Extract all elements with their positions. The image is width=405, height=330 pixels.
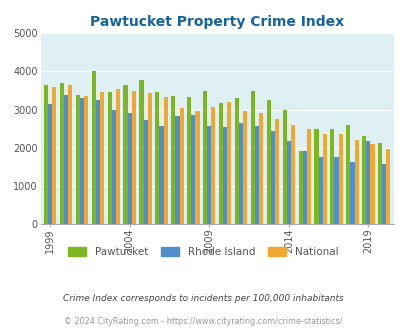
Bar [290,125,294,224]
Bar [115,89,120,224]
Bar [68,85,72,224]
Bar [318,157,322,224]
Bar [159,126,163,224]
Bar [207,126,211,224]
Bar [92,71,96,224]
Title: Pawtucket Property Crime Index: Pawtucket Property Crime Index [90,15,343,29]
Bar [139,80,143,224]
Bar [175,116,179,224]
Bar [44,85,48,224]
Bar [171,96,175,224]
Bar [179,108,183,224]
Text: Crime Index corresponds to incidents per 100,000 inhabitants: Crime Index corresponds to incidents per… [62,294,343,303]
Bar [123,85,127,224]
Bar [60,83,64,224]
Bar [84,96,88,224]
Bar [266,100,270,224]
Bar [163,97,167,224]
Bar [306,129,310,224]
Bar [127,114,132,224]
Bar [107,92,111,224]
Bar [313,129,318,224]
Bar [96,100,100,224]
Bar [386,148,390,224]
Bar [222,127,227,224]
Bar [191,115,195,224]
Bar [381,164,386,224]
Bar [100,92,104,224]
Bar [365,141,369,224]
Bar [298,151,302,224]
Bar [143,120,147,224]
Bar [258,114,262,224]
Bar [254,126,258,224]
Bar [76,95,80,224]
Bar [302,150,306,224]
Bar [345,125,350,224]
Bar [52,86,56,224]
Bar [274,119,278,224]
Bar [350,162,354,224]
Bar [80,98,84,224]
Legend: Pawtucket, Rhode Island, National: Pawtucket, Rhode Island, National [64,244,341,260]
Bar [270,131,274,224]
Bar [377,143,381,224]
Bar [187,97,191,224]
Bar [202,91,207,224]
Bar [218,103,222,224]
Bar [111,110,115,224]
Text: © 2024 CityRating.com - https://www.cityrating.com/crime-statistics/: © 2024 CityRating.com - https://www.city… [64,317,341,326]
Bar [361,136,365,224]
Bar [330,129,334,224]
Bar [338,134,342,224]
Bar [195,111,199,224]
Bar [227,102,231,224]
Bar [286,141,290,224]
Bar [132,91,136,224]
Bar [282,110,286,224]
Bar [234,98,239,224]
Bar [250,91,254,224]
Bar [243,111,247,224]
Bar [211,107,215,224]
Bar [147,93,151,224]
Bar [155,92,159,224]
Bar [369,144,374,224]
Bar [354,140,358,224]
Bar [48,104,52,224]
Bar [322,134,326,224]
Bar [334,157,338,224]
Bar [239,123,243,224]
Bar [64,95,68,224]
